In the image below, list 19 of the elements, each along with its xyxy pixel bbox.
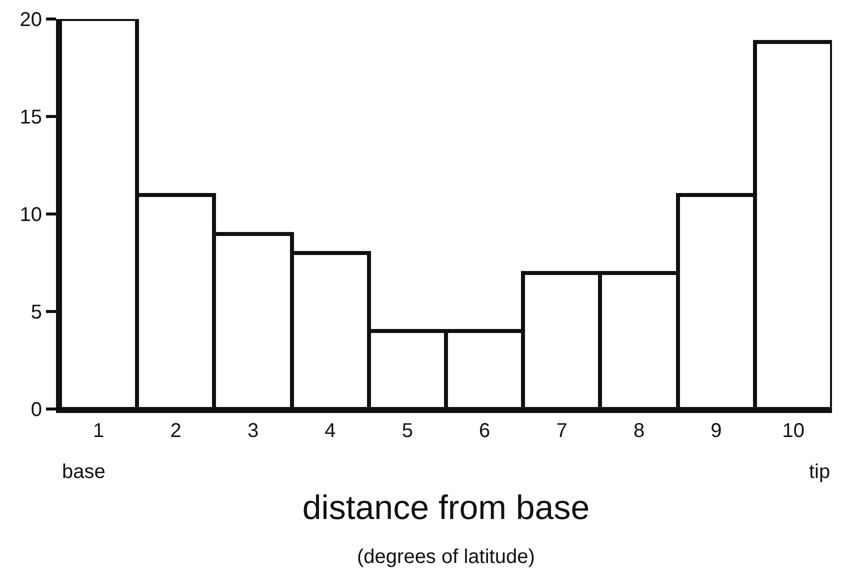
y-tick-label: 0	[30, 399, 42, 421]
x-tick-label: 7	[556, 420, 568, 442]
x-tick-label: 9	[710, 420, 722, 442]
x-tick-label: 8	[633, 420, 645, 442]
x-tick-label: 3	[247, 420, 259, 442]
text: tip	[809, 461, 830, 483]
x-tick-label: 2	[170, 420, 182, 442]
y-tick-label: 15	[20, 106, 42, 128]
x-tick-label: 5	[402, 420, 413, 442]
x-tick-label: 10	[782, 420, 805, 442]
x-tick-label: 1	[93, 420, 104, 442]
y-tick-label: 10	[20, 204, 42, 226]
text: (degrees of latitude)	[357, 546, 535, 568]
text: base	[62, 461, 106, 483]
y-tick-label: 20	[20, 9, 42, 31]
y-tick-label: 5	[30, 302, 42, 324]
x-axis-title: distance from base	[302, 488, 590, 527]
x-tick-label: 4	[324, 420, 336, 442]
x-tick-label: 6	[479, 420, 490, 442]
